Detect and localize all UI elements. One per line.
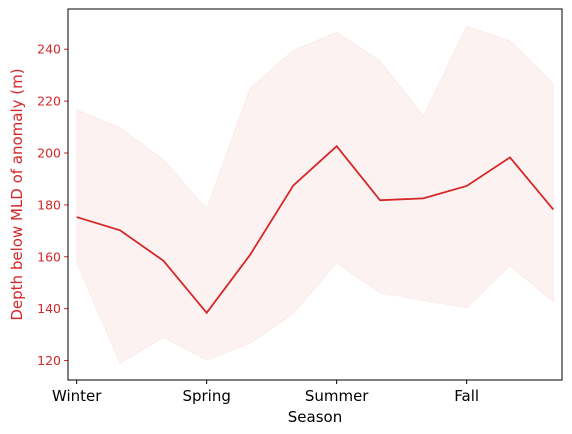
y-axis-ticks: 120 140 160 180 200 220 240 [37, 42, 68, 368]
y-tick-label: 220 [37, 94, 61, 109]
x-tick-label: Winter [52, 387, 102, 405]
plot-area [76, 25, 555, 364]
y-tick-label: 140 [37, 301, 61, 316]
y-tick-label: 200 [37, 145, 61, 160]
y-axis-label: Depth below MLD of anomaly (m) [8, 68, 26, 320]
y-tick-label: 120 [37, 353, 61, 368]
x-tick-label: Summer [305, 387, 369, 405]
y-tick-label: 240 [37, 42, 61, 57]
x-tick-label: Spring [182, 387, 230, 405]
x-axis-label: Season [288, 408, 342, 426]
y-tick-label: 160 [37, 249, 61, 264]
x-axis-ticks: Winter Spring Summer Fall [52, 380, 479, 405]
y-tick-label: 180 [37, 197, 61, 212]
series-line [76, 144, 555, 315]
axes-frame [67, 8, 563, 381]
x-tick-label: Fall [454, 387, 479, 405]
confidence-band [76, 25, 554, 364]
